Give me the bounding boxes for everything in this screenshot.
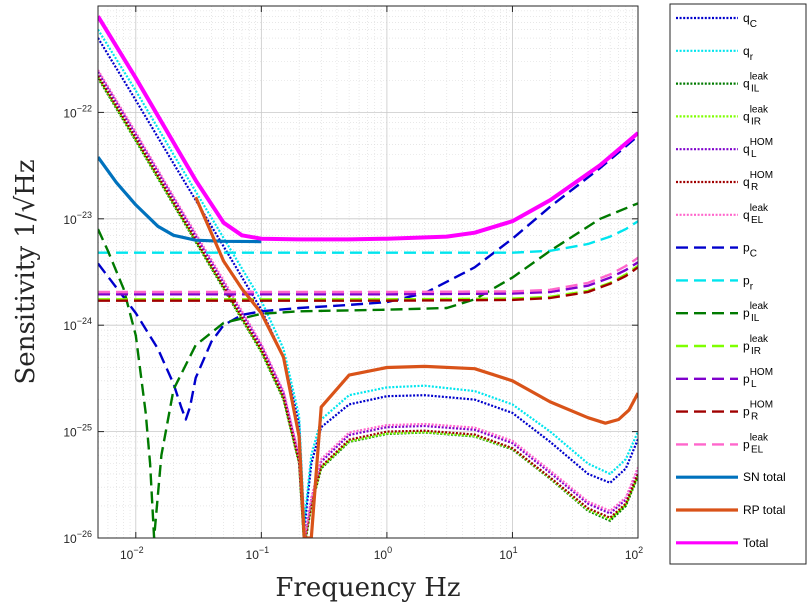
legend-label-qir-leak: qleak IR [743, 104, 769, 127]
legend-label-rp-total: RP total [743, 503, 785, 517]
series-line-pc [98, 135, 638, 421]
x-axis-label: Frequency Hz [275, 573, 460, 603]
legend-label-qil-leak: qleak IL [743, 72, 769, 95]
legend-label-pl-hom: pHOM L [743, 367, 773, 390]
y-tick-label: 10−24 [63, 316, 92, 333]
y-axis-label: Sensitivity 1/√Hz [11, 159, 41, 384]
series-line-qr-hom [98, 75, 638, 538]
legend-items: qC qr qleak IL qleak IR qHOM L qHOM R qleak EL pC pr p… [676, 11, 786, 550]
series-line-pr-hom [98, 266, 638, 302]
series-line-pil-leak [98, 202, 638, 538]
y-tick-label: 10−22 [63, 103, 92, 120]
series-line-rp-total [194, 196, 638, 538]
legend-label-pr-hom: pHOM R [743, 400, 773, 423]
series-line-qc [98, 37, 638, 531]
legend-box [669, 3, 807, 565]
tick-labels: 10−2 10−1 100 101 102 10−26 10−25 10−24 10−23 10−… [63, 103, 643, 562]
legend-label-qel-leak: qleak EL [743, 203, 769, 226]
series-line-sn-total [98, 156, 262, 244]
legend-label-qc: qC [743, 11, 757, 30]
legend-label-pil-leak: pleak IL [743, 301, 769, 324]
legend-label-pc: pC [743, 241, 757, 260]
axis-ticks [98, 6, 639, 539]
x-tick-label: 101 [499, 545, 517, 562]
series-line-pl-hom [98, 261, 638, 296]
plot-frame [97, 5, 639, 539]
legend-label-qr-hom: qHOM R [743, 170, 773, 193]
x-tick-label: 102 [625, 545, 643, 562]
legend-label-ql-hom: qHOM L [743, 137, 773, 160]
series-line-pr [98, 220, 638, 254]
series-line-pel-leak [98, 256, 638, 294]
series-lines [98, 15, 638, 538]
legend-label-sn-total: SN total [743, 470, 786, 484]
legend-label-qr: qr [743, 44, 754, 63]
x-tick-label: 100 [374, 545, 392, 562]
y-tick-label: 10−26 [63, 529, 92, 546]
x-tick-label: 10−1 [246, 545, 270, 562]
legend-label-pr: pr [743, 273, 754, 292]
legend-label-pel-leak: pleak EL [743, 432, 769, 455]
series-line-total [98, 15, 638, 242]
y-tick-label: 10−25 [63, 423, 92, 440]
legend-label-pir-leak: pleak IR [743, 334, 769, 357]
series-line-qel-leak [98, 69, 638, 538]
y-tick-label: 10−23 [63, 210, 92, 227]
legend-label-total: Total [743, 536, 768, 550]
legend: qC qr qleak IL qleak IR qHOM L qHOM R qleak EL pC pr p… [669, 3, 807, 565]
series-line-qr [98, 29, 638, 524]
x-tick-label: 10−2 [120, 545, 144, 562]
